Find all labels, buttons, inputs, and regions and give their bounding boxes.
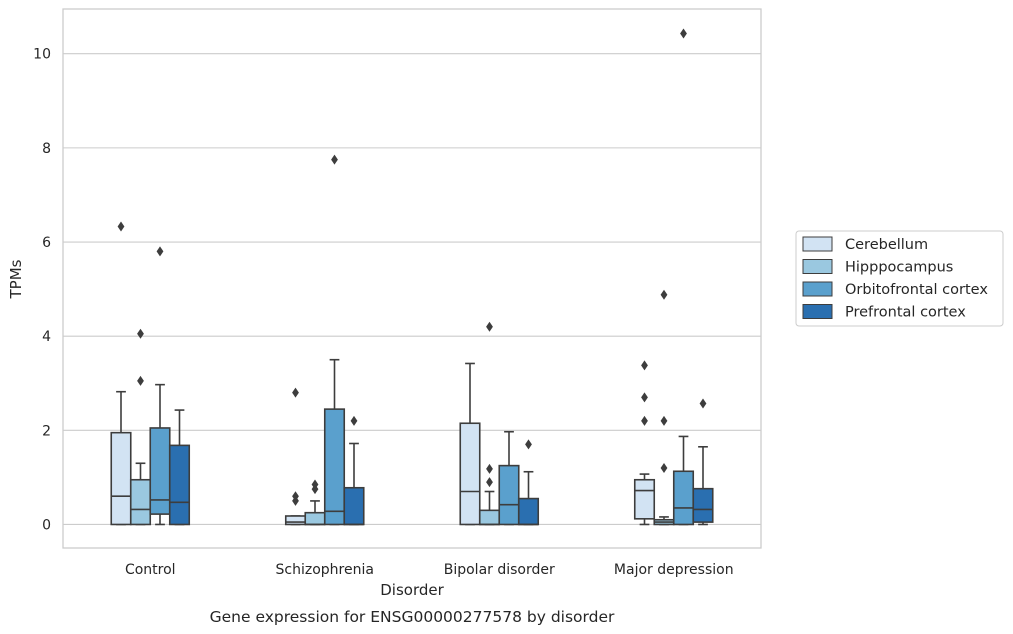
box-group bbox=[168, 409, 191, 526]
x-axis-label: Disorder bbox=[380, 581, 444, 599]
box-group bbox=[653, 289, 675, 526]
x-tick-labels: Control Schizophrenia Bipolar disorder Majo… bbox=[125, 562, 734, 578]
box bbox=[343, 486, 365, 526]
outlier-point bbox=[137, 375, 144, 386]
outlier-point bbox=[117, 221, 125, 232]
y-tick-label: 4 bbox=[42, 329, 51, 345]
legend-label: Prefrontal cortex bbox=[845, 305, 966, 321]
y-axis-label: TPMs bbox=[7, 259, 25, 299]
outlier-point bbox=[486, 463, 493, 474]
outlier-point bbox=[486, 321, 493, 332]
outlier-point bbox=[641, 360, 648, 371]
box-group bbox=[692, 398, 714, 526]
outlier-point bbox=[486, 477, 493, 488]
y-tick-label: 2 bbox=[42, 423, 51, 439]
outlier-point bbox=[292, 491, 299, 502]
box-group bbox=[284, 387, 307, 526]
box bbox=[517, 497, 540, 526]
box-plots bbox=[110, 28, 714, 526]
legend-swatch bbox=[802, 304, 833, 319]
outlier-point bbox=[641, 415, 648, 426]
box bbox=[168, 444, 191, 526]
outlier-point bbox=[641, 392, 648, 403]
legend-frame bbox=[795, 230, 1004, 327]
outlier-point bbox=[660, 289, 668, 300]
outlier-point bbox=[156, 246, 164, 257]
legend-label: Orbitofrontal cortex bbox=[845, 282, 988, 298]
box-group bbox=[110, 221, 132, 526]
outlier-point bbox=[680, 28, 687, 39]
y-tick-label: 6 bbox=[42, 235, 51, 251]
box bbox=[459, 422, 481, 526]
outlier-point bbox=[525, 439, 532, 450]
box-group bbox=[633, 360, 656, 526]
outlier-point bbox=[660, 462, 668, 473]
legend-label: Hipppocampus bbox=[845, 260, 953, 276]
y-tick-label: 0 bbox=[42, 517, 51, 533]
box-group bbox=[304, 479, 326, 526]
x-tick-label: Bipolar disorder bbox=[444, 562, 555, 578]
y-tick-labels: 0 2 4 6 8 10 bbox=[33, 47, 51, 534]
legend: Cerebellum Hipppocampus Orbitofrontal cort… bbox=[795, 230, 1004, 327]
outlier-point bbox=[699, 398, 707, 409]
legend-swatch bbox=[802, 259, 833, 274]
legend-label: Cerebellum bbox=[845, 237, 928, 253]
box bbox=[633, 478, 656, 520]
outlier-point bbox=[331, 154, 338, 165]
chart-caption: Gene expression for ENSG00000277578 by d… bbox=[210, 608, 615, 626]
box-group bbox=[343, 415, 365, 526]
outlier-point bbox=[292, 387, 299, 398]
box-group bbox=[498, 430, 520, 526]
box bbox=[692, 487, 714, 523]
box bbox=[284, 515, 307, 526]
box bbox=[498, 464, 520, 526]
box bbox=[110, 431, 132, 526]
outlier-point bbox=[660, 415, 668, 426]
box-group bbox=[517, 439, 540, 526]
x-tick-label: Schizophrenia bbox=[276, 562, 374, 578]
box bbox=[149, 427, 171, 515]
box bbox=[304, 511, 326, 526]
box-group bbox=[672, 28, 695, 526]
legend-swatch bbox=[802, 281, 833, 297]
y-tick-label: 8 bbox=[42, 141, 51, 157]
plot-frame bbox=[62, 8, 762, 549]
outlier-point bbox=[137, 328, 144, 339]
box-group bbox=[459, 362, 481, 526]
y-tick-label: 10 bbox=[33, 47, 51, 63]
x-tick-label: Major depression bbox=[614, 562, 734, 578]
box bbox=[672, 470, 695, 526]
legend-swatch bbox=[802, 236, 833, 252]
box bbox=[478, 509, 501, 526]
x-tick-label: Control bbox=[125, 562, 176, 578]
outlier-point bbox=[350, 415, 358, 426]
box-group bbox=[323, 154, 346, 526]
box-group bbox=[129, 328, 152, 526]
box bbox=[323, 408, 346, 526]
box-group bbox=[478, 321, 501, 526]
outlier-point bbox=[311, 479, 319, 490]
box bbox=[129, 478, 152, 526]
box-group bbox=[149, 246, 171, 526]
